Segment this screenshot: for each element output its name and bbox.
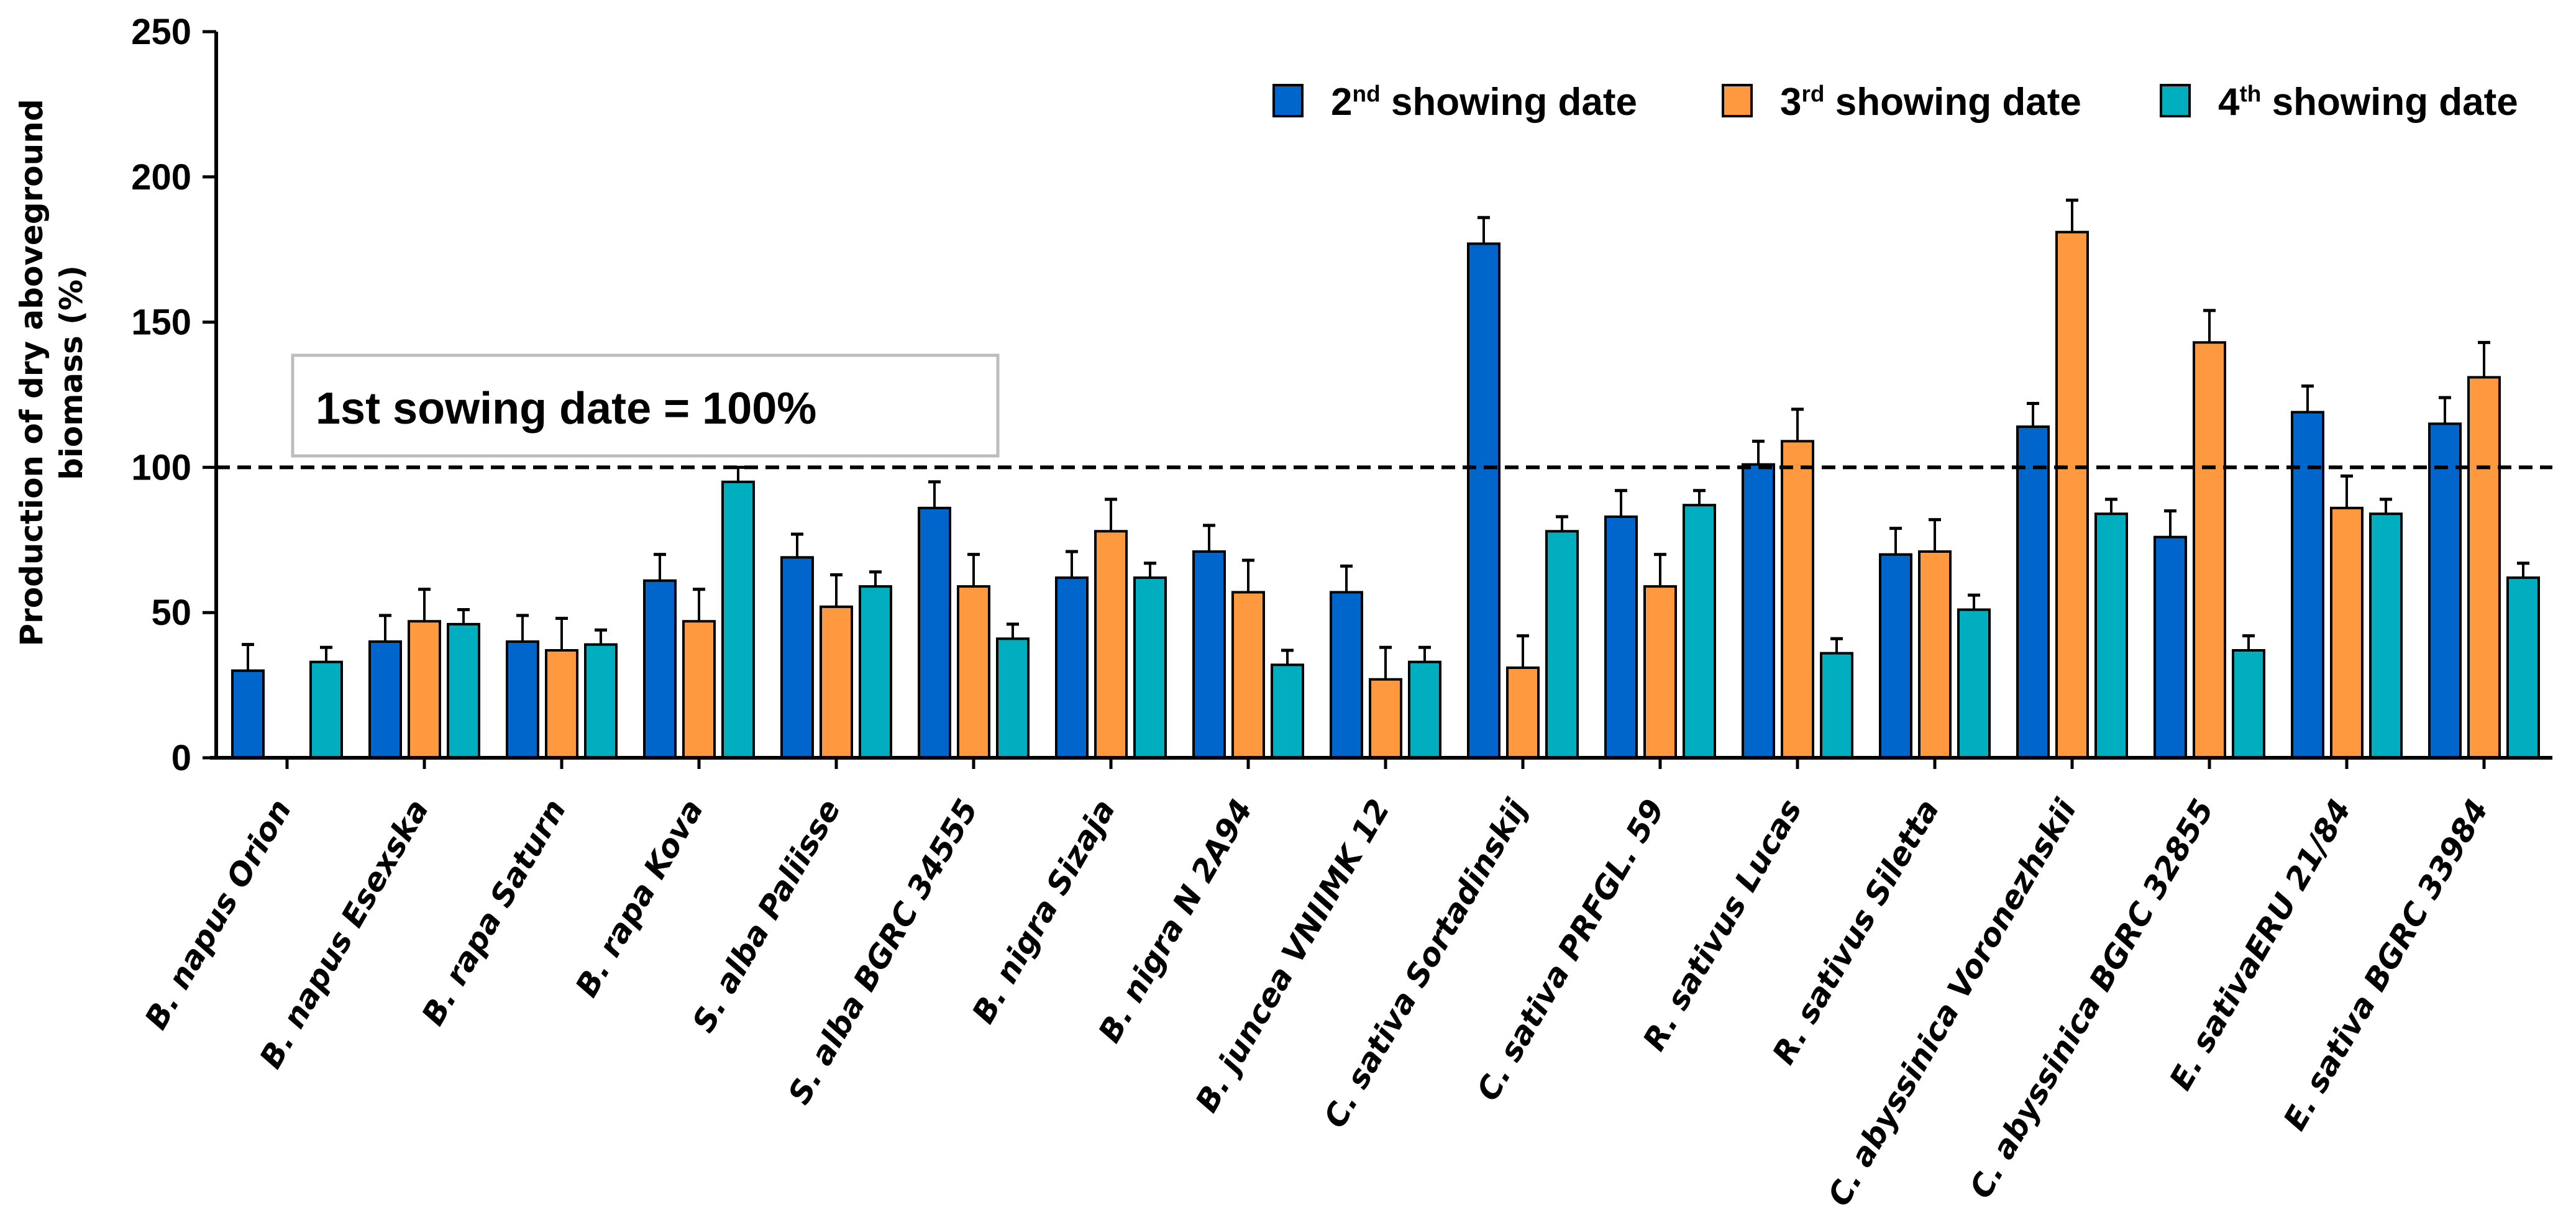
bar-4-sowing (721, 480, 755, 760)
bar-2-sowing (1330, 591, 1363, 760)
bar-3-sowing (1506, 666, 1540, 759)
x-tick-label: B. napus Orion (138, 793, 299, 1035)
bar-3-sowing (545, 648, 578, 760)
bar-2-sowing (2154, 535, 2187, 760)
bar-2-sowing (643, 579, 677, 759)
bar-3-sowing (1918, 550, 1952, 760)
x-tick-label: B. rapa Kova (569, 793, 711, 1003)
bar-3-sowing (1094, 530, 1128, 759)
bar-4-sowing (2094, 512, 2128, 759)
bar-2-sowing (1055, 576, 1089, 759)
bar-2-sowing (1467, 242, 1500, 759)
legend-label: 4th showing date (2218, 81, 2518, 124)
bar-3-sowing (1369, 678, 1402, 760)
bar-3-sowing (2467, 376, 2501, 759)
bars (231, 198, 2540, 760)
bar-4-sowing (996, 637, 1030, 760)
bar-4-sowing (1545, 530, 1579, 759)
bar-3-sowing (1643, 585, 1677, 760)
bar-4-sowing (2506, 576, 2540, 759)
legend: 2nd showing date 3rd showing date 4th show… (1272, 81, 2518, 124)
bar-2-sowing (1604, 515, 1638, 760)
x-tick-label: B. nigra N 2A94 (1092, 793, 1260, 1048)
y-tick-label: 200 (131, 157, 191, 198)
y-axis: 0 50 100 150 200 250 (131, 12, 218, 778)
x-tick-label: B. rapa Saturn (414, 793, 573, 1032)
y-axis-label-line: Production of dry aboveground (14, 99, 50, 646)
bar-2-sowing (231, 669, 265, 759)
legend-label: 3rd showing date (1780, 81, 2081, 124)
y-tick-label: 250 (131, 12, 191, 52)
bar-3-sowing (1781, 440, 1814, 759)
bar-2-sowing (368, 640, 402, 759)
y-axis-label-line: biomass (%) (53, 265, 89, 480)
bar-4-sowing (1957, 608, 1991, 759)
bar-2-sowing (1879, 553, 1912, 759)
x-tick-label: C. abyssinica BGRC 32855 (1963, 793, 2221, 1204)
y-tick-label: 0 (171, 738, 191, 778)
bar-2-sowing (2428, 422, 2462, 759)
bar-3-sowing (682, 620, 716, 760)
bar-2-sowing (2016, 425, 2050, 759)
bar-3-sowing (820, 605, 853, 760)
bar-4-sowing (1408, 660, 1441, 760)
annotation-text: 1st sowing date = 100% (316, 384, 816, 434)
legend-label: 2nd showing date (1331, 81, 1637, 124)
bar-3-sowing (408, 620, 441, 760)
annotation-frame (291, 353, 1000, 458)
bar-4-sowing (1271, 663, 1304, 760)
bar-3-sowing (2193, 341, 2226, 759)
bar-4-sowing (1133, 576, 1167, 759)
bar-2-sowing (1192, 550, 1226, 760)
bar-4-sowing (447, 622, 480, 759)
y-tick-label: 150 (131, 302, 191, 343)
bar-2-sowing (1742, 463, 1775, 759)
y-axis-label: Production of dry aboveground biomass (%) (14, 99, 89, 646)
bar-2-sowing (2291, 411, 2324, 759)
x-tick-label: R. sativus Lucas (1636, 793, 1809, 1057)
bar-4-sowing (859, 585, 892, 760)
x-tick-label: C. abyssinica Voronezhskii (1821, 793, 2084, 1205)
bar-3-sowing (2055, 230, 2089, 760)
legend-swatch-4 (2160, 84, 2191, 117)
bar-2-sowing (506, 640, 539, 759)
bar-4-sowing (1820, 652, 1853, 759)
x-tick-label: S. alba Paliisse (685, 793, 847, 1039)
annotation-box: 1st sowing date = 100% (291, 353, 1000, 458)
legend-swatch-3 (1722, 84, 1753, 117)
bar-3-sowing (957, 585, 990, 760)
y-tick-label: 50 (151, 593, 191, 633)
legend-swatch-2 (1272, 84, 1304, 117)
bar-4-sowing (584, 643, 618, 759)
bar-4-sowing (1683, 504, 1716, 759)
y-tick-label: 100 (131, 447, 191, 488)
bar-4-sowing (2369, 512, 2403, 759)
bar-2-sowing (918, 506, 951, 759)
x-tick-label: B. nigra Sizaja (965, 793, 1122, 1029)
bar-4-sowing (309, 660, 343, 760)
bar-3-sowing (1231, 591, 1265, 760)
bar-2-sowing (780, 556, 814, 760)
bar-3-sowing (2330, 506, 2364, 759)
bar-4-sowing (2232, 648, 2265, 760)
